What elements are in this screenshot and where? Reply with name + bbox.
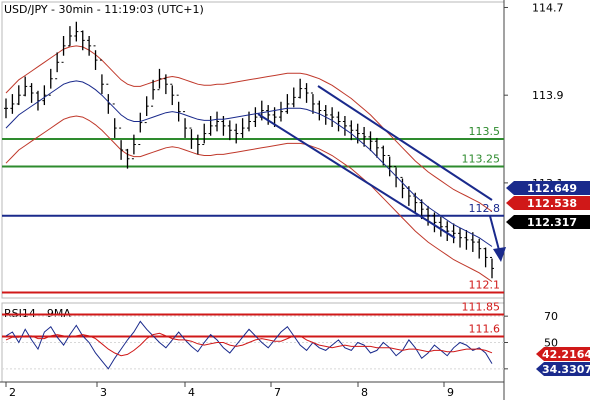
level-label: 113.5 [469,125,501,138]
price-tag-label: 112.538 [527,197,577,210]
price-tag-box [506,215,590,229]
level-label: 112.1 [469,279,501,292]
price-tag-label: 112.649 [527,182,577,195]
forecast-arrow-head [493,247,506,262]
forecast-arrow-shaft [489,215,500,251]
time-tick-label: 4 [188,386,195,399]
rsi-line [5,320,493,370]
rsi-tick-label: 70 [544,310,558,323]
channel-upper-line [317,85,493,201]
time-tick-label: 3 [100,386,107,399]
lower-band-line [5,115,493,283]
upper-band-line [5,45,493,212]
price-tick-label: 114.7 [532,1,564,14]
rsi-chart-title: RSI14 - 9MA [4,307,71,320]
rsi-ma-line [5,332,493,357]
main-chart-title: USD/JPY - 30min - 11:19:03 (UTC+1) [4,3,204,16]
level-label: 112.8 [469,202,501,215]
rsi-tag-label: 34.3307 [542,363,590,376]
channel-lower-line [257,113,456,239]
time-tick-label: 9 [447,386,454,399]
price-tick-label: 113.9 [532,89,564,102]
time-tick-label: 7 [274,386,281,399]
moving-average-line [5,80,493,247]
price-tag-box [506,196,590,210]
price-tag-label: 112.317 [527,216,577,229]
time-tick-label: 8 [361,386,368,399]
time-tick-label: 2 [9,386,16,399]
level-label: 111.6 [469,323,501,336]
rsi-tag-box [536,362,590,376]
level-label: 111.85 [462,301,501,314]
rsi-tag-label: 42.2164 [542,348,590,361]
level-label: 113.25 [462,152,501,165]
rsi-tick-label: 50 [544,337,558,350]
price-tag-box [506,181,590,195]
rsi-tag-box [536,347,590,361]
